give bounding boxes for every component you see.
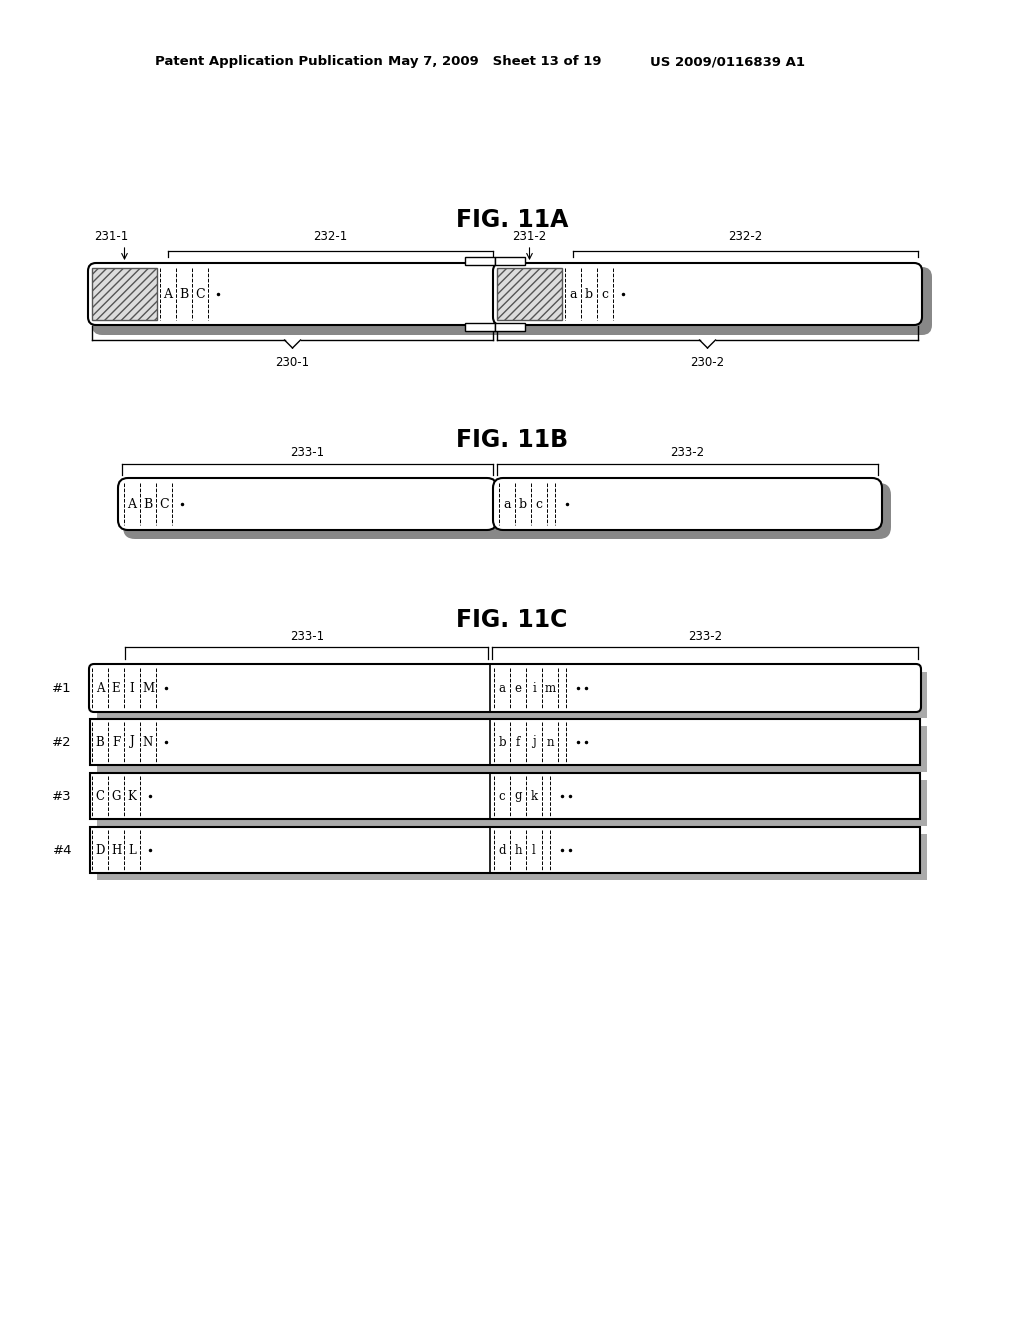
Text: G: G: [112, 789, 121, 803]
FancyBboxPatch shape: [493, 263, 922, 325]
Text: 233-2: 233-2: [671, 446, 705, 459]
Text: #2: #2: [52, 735, 72, 748]
Text: A: A: [128, 498, 136, 511]
Text: F: F: [112, 735, 120, 748]
Text: C: C: [159, 498, 169, 511]
Text: N: N: [143, 735, 154, 748]
Text: 232-1: 232-1: [313, 231, 347, 243]
Text: d: d: [499, 843, 506, 857]
Text: j: j: [532, 735, 536, 748]
Bar: [97, 672, 927, 718]
Bar: [90, 774, 920, 818]
Text: B: B: [143, 498, 153, 511]
FancyBboxPatch shape: [89, 664, 921, 711]
Text: 233-2: 233-2: [688, 630, 722, 643]
Text: #1: #1: [52, 681, 72, 694]
Text: b: b: [585, 288, 593, 301]
Text: US 2009/0116839 A1: US 2009/0116839 A1: [650, 55, 805, 69]
Text: g: g: [514, 789, 522, 803]
Text: c: c: [536, 498, 543, 511]
FancyBboxPatch shape: [92, 267, 932, 335]
Text: m: m: [545, 681, 556, 694]
Text: FIG. 11A: FIG. 11A: [456, 209, 568, 232]
Text: D: D: [95, 843, 104, 857]
Text: A: A: [96, 681, 104, 694]
Bar: [97, 780, 927, 826]
Text: B: B: [95, 735, 104, 748]
Text: i: i: [532, 681, 536, 694]
Text: b: b: [499, 735, 506, 748]
FancyBboxPatch shape: [493, 478, 882, 531]
Text: k: k: [530, 789, 538, 803]
Bar: [495, 257, 525, 265]
Text: a: a: [503, 498, 511, 511]
Bar: [465, 323, 495, 331]
Text: K: K: [128, 789, 136, 803]
Bar: [97, 834, 927, 880]
Text: l: l: [532, 843, 536, 857]
Text: L: L: [128, 843, 136, 857]
Text: FIG. 11C: FIG. 11C: [457, 609, 567, 632]
FancyBboxPatch shape: [88, 263, 497, 325]
Text: A: A: [164, 288, 172, 301]
Bar: [90, 719, 920, 766]
Text: 231-1: 231-1: [94, 231, 129, 243]
Text: f: f: [516, 735, 520, 748]
Text: 233-1: 233-1: [291, 446, 325, 459]
Text: b: b: [519, 498, 527, 511]
Text: M: M: [142, 681, 154, 694]
FancyBboxPatch shape: [123, 483, 891, 539]
FancyBboxPatch shape: [118, 478, 497, 531]
Bar: [90, 828, 920, 873]
Text: c: c: [601, 288, 608, 301]
Text: C: C: [95, 789, 104, 803]
Text: 230-1: 230-1: [275, 355, 309, 368]
Text: 232-2: 232-2: [728, 231, 763, 243]
Text: a: a: [499, 681, 506, 694]
Text: 230-2: 230-2: [690, 355, 725, 368]
Text: J: J: [130, 735, 134, 748]
FancyBboxPatch shape: [92, 268, 157, 319]
Text: 233-1: 233-1: [291, 630, 325, 643]
Text: H: H: [111, 843, 121, 857]
FancyBboxPatch shape: [497, 268, 562, 319]
Text: #3: #3: [52, 789, 72, 803]
Text: C: C: [196, 288, 205, 301]
Text: FIG. 11B: FIG. 11B: [456, 428, 568, 451]
Text: Patent Application Publication: Patent Application Publication: [155, 55, 383, 69]
Text: #4: #4: [52, 843, 72, 857]
Bar: [97, 726, 927, 772]
Bar: [495, 323, 525, 331]
Text: c: c: [499, 789, 505, 803]
Bar: [465, 257, 495, 265]
Text: h: h: [514, 843, 522, 857]
Text: I: I: [130, 681, 134, 694]
Text: B: B: [179, 288, 188, 301]
Text: E: E: [112, 681, 120, 694]
Text: May 7, 2009   Sheet 13 of 19: May 7, 2009 Sheet 13 of 19: [388, 55, 601, 69]
Text: 231-2: 231-2: [512, 231, 547, 243]
Text: n: n: [546, 735, 554, 748]
Text: e: e: [514, 681, 521, 694]
Text: a: a: [569, 288, 577, 301]
